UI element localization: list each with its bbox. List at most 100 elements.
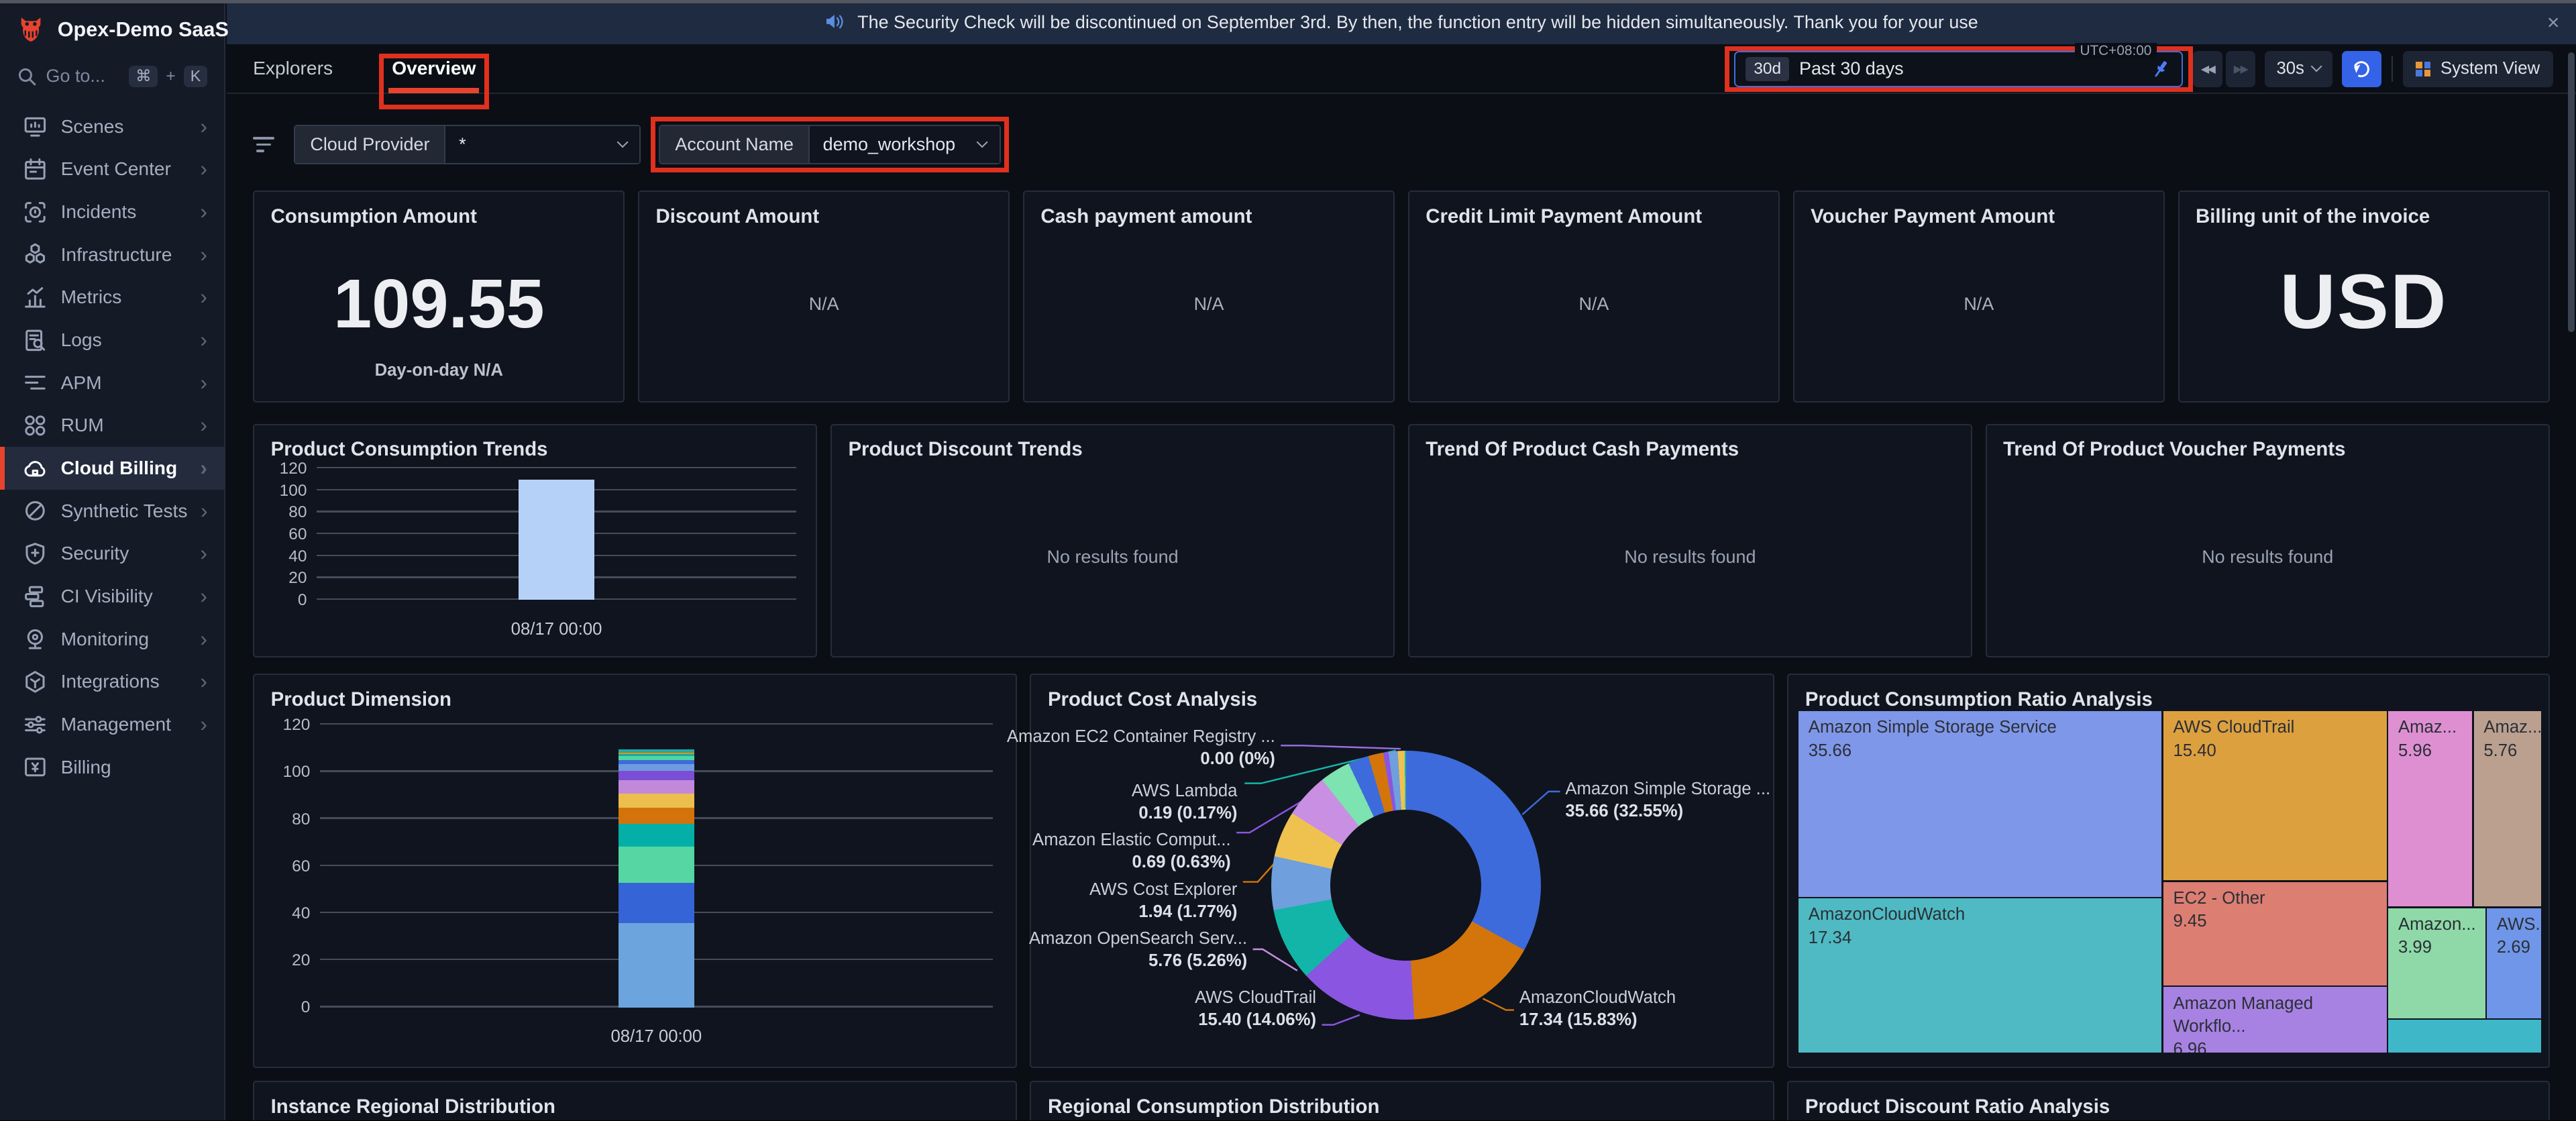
treemap-cell-name: Amaz... <box>2398 716 2463 739</box>
security-icon <box>23 541 48 566</box>
card-trend-of-product-voucher-payments: Trend Of Product Voucher PaymentsNo resu… <box>1986 424 2550 657</box>
stack-segment-amazon-opensearch-service[interactable] <box>619 780 694 794</box>
system-view-button[interactable]: System View <box>2403 51 2553 87</box>
stack-segment[interactable] <box>619 753 694 754</box>
stack-segment[interactable] <box>619 754 694 756</box>
stack-segment-ec2-other[interactable] <box>619 824 694 846</box>
close-banner-button[interactable]: × <box>2547 0 2560 44</box>
goto-label: Go to... <box>46 66 105 87</box>
chevron-right-icon: › <box>200 329 207 351</box>
forward-button[interactable]: ▶▶ <box>2226 51 2255 87</box>
y-tick-label: 80 <box>264 503 307 522</box>
account-name-select[interactable]: demo_workshop <box>810 126 1000 163</box>
announcement-banner: The Security Check will be discontinued … <box>227 0 2576 44</box>
stat-card-title: Credit Limit Payment Amount <box>1426 205 1702 228</box>
sidebar-item-ci-visibility[interactable]: CI Visibility› <box>0 575 224 618</box>
stack-segment[interactable] <box>619 756 694 759</box>
sidebar-item-billing[interactable]: Billing <box>0 746 224 789</box>
treemap-cell-name: AWS... <box>2497 913 2531 936</box>
cloud-provider-value: * <box>459 134 466 155</box>
treemap-cell-ec2-other[interactable]: EC2 - Other9.45 <box>2163 882 2387 985</box>
x-tick-label: 08/17 00:00 <box>610 1027 702 1047</box>
stack-segment[interactable] <box>619 749 694 753</box>
integrations-icon <box>23 670 48 694</box>
sidebar-item-apm[interactable]: APM› <box>0 362 224 405</box>
sidebar-item-management[interactable]: Management› <box>0 703 224 746</box>
treemap-cell[interactable] <box>2388 1020 2541 1053</box>
scrollbar-thumb[interactable] <box>2568 52 2575 331</box>
y-tick-label: 60 <box>268 857 311 876</box>
treemap-cell-value: 3.99 <box>2398 936 2475 959</box>
stack-segment[interactable] <box>619 794 694 808</box>
stack-segment-aws-cost-explorer[interactable] <box>619 760 694 765</box>
filter-icon[interactable] <box>253 137 276 152</box>
stat-card-cash-payment-amount: Cash payment amountN/A <box>1023 191 1395 403</box>
sidebar-item-cloud-billing[interactable]: Cloud Billing› <box>0 447 224 490</box>
sidebar-item-integrations[interactable]: Integrations› <box>0 660 224 703</box>
treemap-cell-amazon[interactable]: Amazon...3.99 <box>2388 908 2485 1018</box>
pin-icon[interactable] <box>2150 58 2171 80</box>
treemap-cell-amaz[interactable]: Amaz...5.76 <box>2474 711 2541 906</box>
sidebar-item-rum[interactable]: RUM› <box>0 404 224 447</box>
treemap-cell-aws[interactable]: AWS...2.69 <box>2487 908 2541 1018</box>
sidebar-item-incidents[interactable]: Incidents › <box>0 191 224 233</box>
y-tick-label: 120 <box>268 716 311 735</box>
sidebar-item-monitoring[interactable]: Monitoring› <box>0 618 224 661</box>
treemap-cell-amaz[interactable]: Amaz...5.96 <box>2388 711 2472 906</box>
bar[interactable] <box>519 480 594 600</box>
stack-segment[interactable] <box>619 764 694 770</box>
treemap-cell-amazon-simple-storage-service[interactable]: Amazon Simple Storage Service35.66 <box>1799 711 2161 897</box>
chevron-right-icon: › <box>200 671 207 692</box>
chevron-right-icon: › <box>200 201 207 223</box>
stack-segment-amazoncloudwatch[interactable] <box>619 883 694 924</box>
stack-segment[interactable] <box>619 771 694 780</box>
scenes-icon <box>23 114 48 139</box>
chevron-right-icon: › <box>200 244 207 266</box>
stack-segment-amazon-managed-workflows[interactable] <box>619 808 694 824</box>
sidebar-item-infrastructure[interactable]: Infrastructure› <box>0 233 224 276</box>
sidebar-item-label: RUM <box>61 415 104 436</box>
goto-search[interactable]: Go to... ⌘ + K <box>0 56 224 97</box>
treemap-cell-amazoncloudwatch[interactable]: AmazonCloudWatch17.34 <box>1799 898 2161 1053</box>
sidebar-item-security[interactable]: Security› <box>0 532 224 575</box>
tab-overview[interactable]: Overview <box>392 44 476 93</box>
stat-card-voucher-payment-amount: Voucher Payment AmountN/A <box>1793 191 2165 403</box>
card-product-discount-trends: Product Discount TrendsNo results found <box>830 424 1395 657</box>
monitoring-icon <box>23 627 48 651</box>
gridline <box>320 723 993 725</box>
rewind-button[interactable]: ◀◀ <box>2193 51 2222 87</box>
treemap-cell-amazon-managed-workflo[interactable]: Amazon Managed Workflo...6.96 <box>2163 987 2387 1053</box>
stat-card-value: N/A <box>1024 294 1393 315</box>
kbd-cmd: ⌘ <box>129 66 158 87</box>
treemap-cell-name: Amazon Managed Workflo... <box>2173 992 2377 1038</box>
treemap-cell-name: AmazonCloudWatch <box>1809 903 2152 926</box>
treemap-cell-value: 17.34 <box>1809 926 2152 949</box>
chart-title: Instance Regional Distribution <box>271 1096 555 1118</box>
refresh-button[interactable] <box>2342 51 2381 87</box>
stat-card-credit-limit-payment-amount: Credit Limit Payment AmountN/A <box>1408 191 1780 403</box>
stat-card-billing-unit-of-the-invoice: Billing unit of the invoiceUSD <box>2178 191 2550 403</box>
tab-explorers[interactable]: Explorers <box>253 44 333 93</box>
sidebar-item-synthetic-tests[interactable]: Synthetic Tests› <box>0 490 224 533</box>
topbar-controls: UTC+08:00 30d Past 30 days <box>1734 44 2553 93</box>
stack-segment-aws-cloudtrail[interactable] <box>619 847 694 883</box>
refresh-interval-select[interactable]: 30s <box>2265 51 2332 87</box>
sidebar-item-scenes[interactable]: Scenes› <box>0 105 224 148</box>
system-view-label: System View <box>2440 59 2540 78</box>
sidebar-item-metrics[interactable]: Metrics› <box>0 276 224 319</box>
donut-chart[interactable] <box>1271 751 1541 1020</box>
cloud-provider-select[interactable]: * <box>445 126 639 163</box>
sidebar-item-logs[interactable]: Logs› <box>0 319 224 362</box>
chevron-right-icon: › <box>200 116 207 138</box>
chevron-right-icon: › <box>201 500 208 522</box>
account-name-value: demo_workshop <box>823 134 956 155</box>
sidebar-item-label: Incidents <box>61 201 137 223</box>
sidebar-item-event-center[interactable]: Event Center› <box>0 148 224 191</box>
timezone-label: UTC+08:00 <box>2075 43 2157 59</box>
treemap-cell-name: EC2 - Other <box>2173 887 2377 910</box>
brand[interactable]: Opex-Demo SaaS <box>0 0 224 56</box>
treemap-cell-aws-cloudtrail[interactable]: AWS CloudTrail15.40 <box>2163 711 2387 880</box>
sidebar-item-label: Security <box>61 543 129 564</box>
stack-segment-amazon-simple-storage-service[interactable] <box>619 923 694 1007</box>
sidebar-item-label: Billing <box>61 757 111 778</box>
